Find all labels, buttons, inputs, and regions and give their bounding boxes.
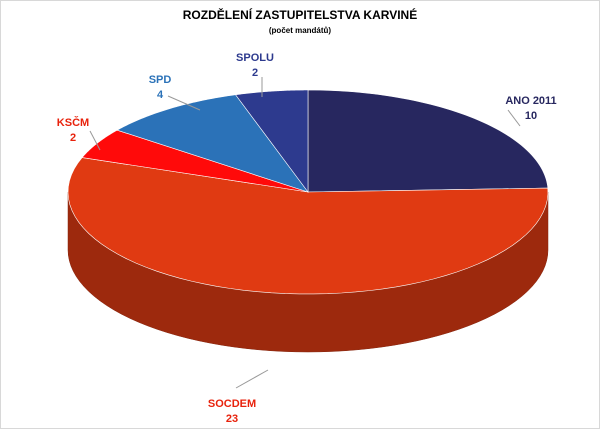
data-label-value: 2 bbox=[252, 67, 258, 79]
chart-title: ROZDĚLENÍ ZASTUPITELSTVA KARVINÉ bbox=[183, 7, 417, 22]
data-label-name: SPOLU bbox=[236, 52, 274, 64]
data-label-value: 10 bbox=[525, 110, 537, 122]
slice bbox=[67, 157, 549, 295]
data-label-name: SPD bbox=[149, 74, 172, 86]
data-label-name: ANO 2011 bbox=[505, 95, 556, 107]
leader-line bbox=[507, 109, 521, 127]
leader-line bbox=[167, 95, 201, 111]
data-label-name: KSČM bbox=[57, 116, 89, 129]
data-label-value: 23 bbox=[226, 413, 238, 425]
slice bbox=[307, 89, 549, 193]
data-label-name: SOCDEM bbox=[208, 398, 256, 410]
slice bbox=[116, 94, 309, 193]
slice bbox=[81, 129, 309, 193]
data-label-value: 2 bbox=[70, 132, 76, 144]
leader-line bbox=[235, 369, 269, 389]
leader-line bbox=[89, 130, 101, 151]
chart-subtitle: (počet mandátů) bbox=[269, 26, 332, 35]
slice bbox=[235, 89, 309, 193]
data-label-value: 4 bbox=[157, 89, 164, 101]
